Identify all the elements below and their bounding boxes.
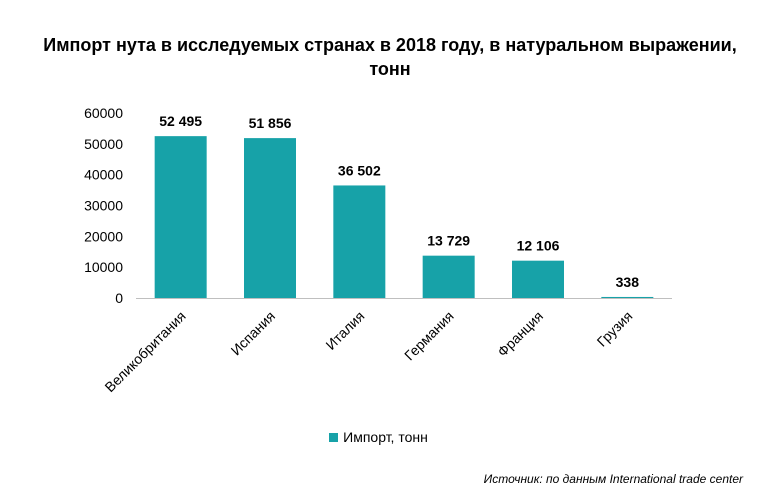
source-note: Источник: по данным International trade … <box>483 472 743 486</box>
data-label: 12 106 <box>517 238 560 254</box>
bar <box>154 136 207 298</box>
data-label: 51 856 <box>249 115 292 131</box>
y-tick-label: 40000 <box>84 167 123 183</box>
bars <box>154 136 654 298</box>
y-tick-label: 20000 <box>84 228 123 244</box>
category-label: Грузия <box>594 308 636 350</box>
bar <box>512 260 564 298</box>
legend-label: Импорт, тонн <box>343 429 428 445</box>
category-label: Германия <box>401 308 457 364</box>
category-label: Испания <box>228 308 279 359</box>
data-labels: 52 495 51 856 36 502 13 729 12 106 338 <box>159 113 639 290</box>
y-axis-ticks: 0 10000 20000 30000 40000 50000 60000 <box>84 105 123 306</box>
chart-title: Импорт нута в исследуемых странах в 2018… <box>43 35 737 79</box>
data-label: 338 <box>616 274 640 290</box>
data-label: 36 502 <box>338 162 381 178</box>
data-label: 13 729 <box>427 233 470 249</box>
legend: Импорт, тонн <box>0 429 757 445</box>
y-tick-label: 0 <box>115 290 123 306</box>
y-tick-label: 50000 <box>84 136 123 152</box>
category-label: Франция <box>494 308 546 360</box>
category-label: Великобритания <box>101 308 188 395</box>
y-tick-label: 10000 <box>84 259 123 275</box>
bar <box>422 255 475 298</box>
bar <box>333 185 386 298</box>
y-tick-label: 30000 <box>84 198 123 214</box>
bar <box>601 296 654 298</box>
data-label: 52 495 <box>159 113 202 129</box>
bar-chart: 0 10000 20000 30000 40000 50000 60000 52 495 51… <box>84 105 672 395</box>
bar <box>244 138 296 298</box>
category-labels: Великобритания Испания Италия Германия Франц… <box>101 308 635 395</box>
legend-swatch <box>329 432 339 442</box>
y-tick-label: 60000 <box>84 105 123 121</box>
category-label: Италия <box>322 308 367 353</box>
